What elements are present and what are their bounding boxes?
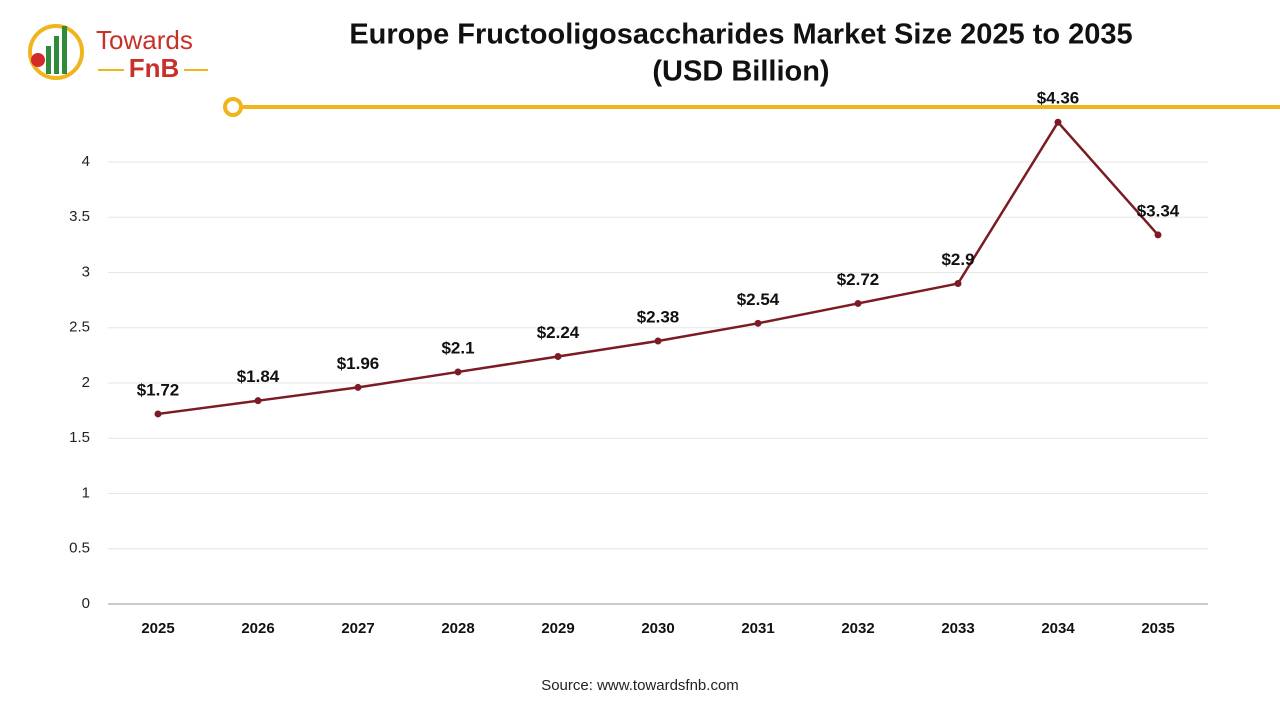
source: Source: www.towardsfnb.com (541, 677, 739, 694)
point (754, 319, 762, 327)
data-label: $2.38 (637, 307, 680, 326)
chart-title: Europe Fructooligosaccharides Market Siz… (349, 19, 1132, 51)
point (454, 368, 462, 376)
y-tick-label: 2.5 (69, 319, 90, 336)
point (854, 299, 862, 307)
data-label: $1.96 (337, 354, 380, 373)
data-label: $2.54 (737, 290, 780, 309)
data-label: $1.84 (237, 367, 280, 386)
chart-subtitle: (USD Billion) (652, 56, 829, 88)
point (1054, 118, 1062, 126)
point (654, 337, 662, 345)
point (254, 397, 262, 405)
logo-bar (54, 36, 59, 74)
x-tick-label: 2031 (741, 620, 774, 637)
data-label: $2.72 (837, 270, 880, 289)
x-tick-label: 2027 (341, 620, 374, 637)
logo: Towards FnB (28, 24, 208, 83)
y-tick-label: 3 (82, 263, 90, 280)
data-label: $3.34 (1137, 201, 1180, 220)
point (154, 410, 162, 418)
point (954, 280, 962, 288)
x-tick-label: 2028 (441, 620, 474, 637)
data-label: $1.72 (137, 380, 180, 399)
logo-ring (28, 24, 84, 80)
x-tick-label: 2032 (841, 620, 874, 637)
y-tick-label: 3.5 (69, 208, 90, 225)
x-tick-label: 2030 (641, 620, 674, 637)
y-tick-label: 0.5 (69, 540, 90, 557)
y-tick-label: 4 (82, 153, 90, 170)
logo-dot (31, 53, 45, 67)
y-tick-label: 1.5 (69, 429, 90, 446)
y-tick-label: 2 (82, 374, 90, 391)
logo-bar (46, 46, 51, 74)
x-tick-label: 2029 (541, 620, 574, 637)
data-label: $2.9 (941, 250, 974, 269)
y-tick-label: 1 (82, 484, 90, 501)
header-dot (223, 97, 243, 117)
logo-name: Towards (96, 25, 193, 55)
x-tick-label: 2033 (941, 620, 974, 637)
logo-brand: FnB (129, 53, 180, 83)
data-label: $4.36 (1037, 89, 1080, 108)
x-tick-label: 2025 (141, 620, 174, 637)
point (1154, 231, 1162, 239)
data-label: $2.1 (441, 338, 474, 357)
point (354, 383, 362, 391)
logo-bar (62, 26, 67, 74)
data-label: $2.24 (537, 323, 580, 342)
x-tick-label: 2034 (1041, 620, 1075, 637)
point (554, 352, 562, 360)
x-tick-label: 2026 (241, 620, 274, 637)
y-tick-label: 0 (82, 595, 90, 612)
x-tick-label: 2035 (1141, 620, 1174, 637)
